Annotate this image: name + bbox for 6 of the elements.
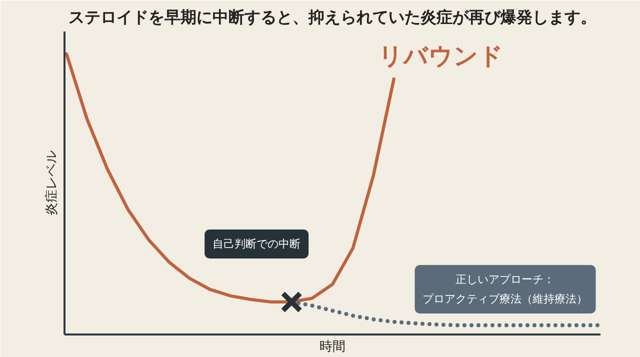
series-label: 正しいアプローチ：プロアクティブ療法（維持療法） xyxy=(422,272,588,306)
x-axis-title: 時間 xyxy=(320,340,346,354)
chart-title: ステロイドを早期に中断すると、抑えられていた炎症が再び爆発します。 xyxy=(68,8,596,26)
annotation: 自己判断での中断 xyxy=(212,237,301,250)
y-axis-title: 炎症レベル xyxy=(44,150,60,216)
series-label: リバウンド xyxy=(378,42,504,70)
